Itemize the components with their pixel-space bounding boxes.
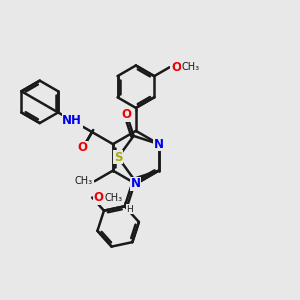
Text: H: H bbox=[126, 205, 133, 214]
Text: CH₃: CH₃ bbox=[182, 62, 200, 72]
Text: O: O bbox=[122, 108, 132, 122]
Text: N: N bbox=[131, 177, 141, 190]
Text: CH₃: CH₃ bbox=[104, 193, 123, 202]
Text: N: N bbox=[154, 138, 164, 151]
Text: CH₃: CH₃ bbox=[75, 176, 93, 186]
Text: NH: NH bbox=[62, 114, 82, 127]
Text: O: O bbox=[94, 191, 103, 204]
Text: S: S bbox=[114, 151, 122, 164]
Text: O: O bbox=[77, 141, 87, 154]
Text: O: O bbox=[171, 61, 181, 74]
